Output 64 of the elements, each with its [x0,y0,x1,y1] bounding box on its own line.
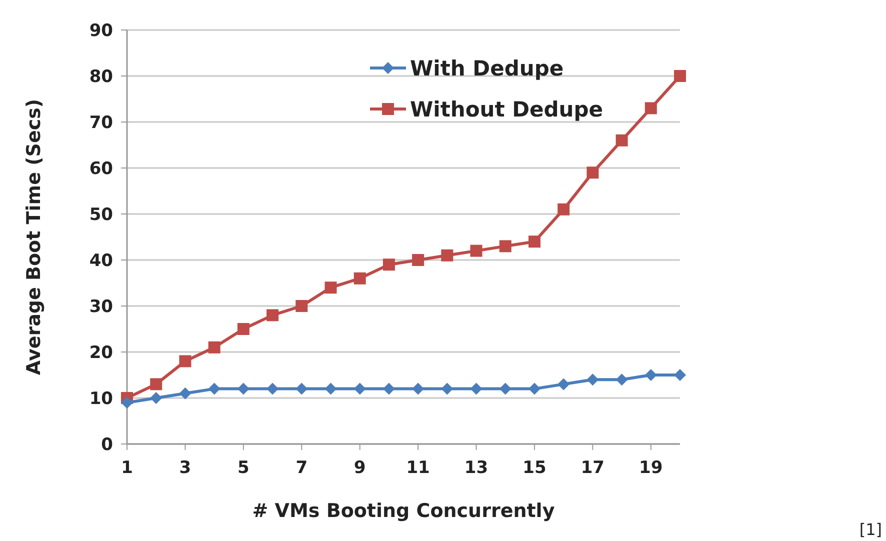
y-tick-label: 60 [89,158,114,179]
text: [1] [859,520,882,539]
point [644,102,657,114]
point [150,378,162,390]
point [558,203,570,216]
legend-label: Without Dedupe [410,97,604,122]
y-tick-label: 0 [101,434,114,455]
point [470,382,482,395]
point [674,70,686,82]
x-tick-label: 5 [238,458,250,478]
point [208,341,220,354]
point [412,382,424,395]
point [179,355,192,368]
point [558,378,570,390]
point [237,323,250,335]
point [616,374,628,386]
point [150,392,162,404]
point [470,244,482,257]
point [324,382,337,395]
x-tick-label: 17 [580,458,605,478]
point [266,309,279,322]
x-tick-label: 9 [354,458,366,478]
x-tick-label: 15 [522,458,546,478]
y-tick-label: 50 [89,204,114,225]
x-tick-label: 7 [296,458,308,478]
point [121,396,133,409]
point [296,382,308,395]
point [616,134,628,146]
point [499,382,512,395]
point [412,254,424,266]
point [179,387,192,400]
y-tick-label: 20 [89,342,114,363]
point [354,382,366,395]
y-tick-label: 10 [89,388,114,409]
point [382,258,395,271]
x-tick-label: 11 [406,458,430,478]
x-tick-label: 3 [179,458,192,478]
y-tick-label: 90 [89,20,114,41]
point [674,369,686,381]
point [528,236,540,248]
point [237,382,250,395]
point [354,272,366,284]
point [441,382,454,395]
x-tick-label: 19 [639,458,663,478]
point [644,369,657,381]
point [208,382,220,395]
point [296,300,308,312]
point [324,282,337,294]
x-tick-label: 1 [121,458,133,478]
y-tick-label: 30 [89,296,114,317]
y-axis-title: Average Boot Time (Secs) [23,98,45,376]
point [586,166,599,179]
point [528,382,540,395]
point [382,382,395,395]
x-tick-label: 13 [464,458,488,478]
point [499,240,512,252]
point [266,382,279,395]
point [441,249,454,262]
y-tick-label: 40 [89,250,114,271]
x-axis-title: # VMs Booting Concurrently [252,500,556,522]
point [586,374,599,386]
y-tick-label: 80 [89,66,114,87]
legend-label: With Dedupe [410,56,564,80]
y-tick-label: 70 [89,112,114,133]
